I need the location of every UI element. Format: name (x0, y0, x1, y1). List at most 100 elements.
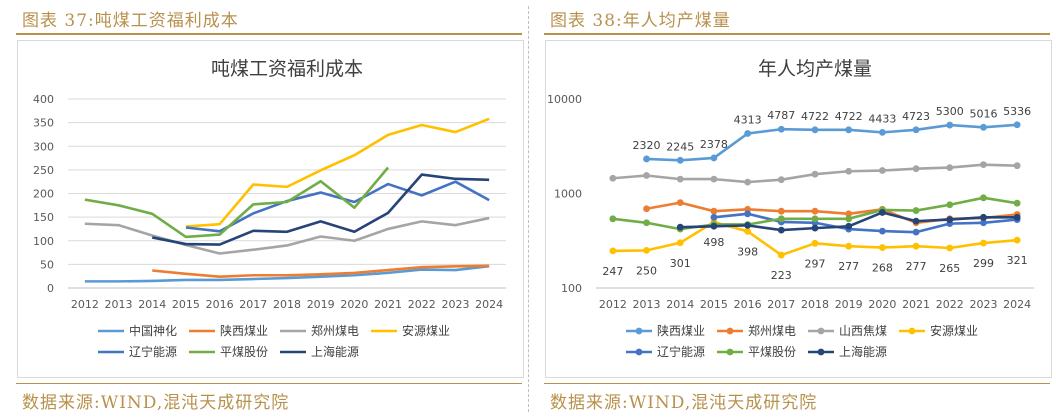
legend-label: 陕西煤业 (657, 323, 705, 338)
source-rule (16, 383, 522, 384)
data-point (912, 207, 920, 214)
legend-marker (726, 327, 734, 335)
data-point (676, 156, 684, 164)
data-point (811, 224, 819, 232)
x-tick-label: 2021 (902, 298, 930, 311)
data-point (1013, 199, 1021, 207)
x-tick-label: 2016 (206, 298, 234, 311)
data-point (643, 246, 650, 254)
wage-welfare-cost-chart: 吨煤工资福利成本 0 50 100 150 200 250 300 350 400 2012 2013… (33, 58, 506, 359)
data-point (676, 175, 684, 183)
data-point (878, 209, 886, 216)
data-label: 2378 (700, 138, 728, 151)
series-line (84, 264, 490, 283)
legend-label: 陕西煤业 (220, 323, 268, 338)
data-point (845, 222, 853, 230)
chart-title: 吨煤工资福利成本 (211, 58, 363, 80)
data-point (946, 121, 954, 129)
x-tick-label: 2023 (969, 298, 997, 311)
series-line (185, 117, 490, 228)
legend-label: 平煤股份 (748, 345, 796, 359)
data-point (676, 239, 684, 247)
data-source: 数据来源:WIND,混沌天成研究院 (550, 393, 818, 413)
data-label: 498 (703, 236, 724, 249)
legend-label: 辽宁能源 (129, 344, 177, 359)
data-point (744, 130, 752, 137)
data-point (710, 222, 718, 230)
figure-37-panel: 图表 37:吨煤工资福利成本 吨煤工资福利成本 0 50 100 150 200 250 30… (16, 11, 524, 413)
data-point (643, 155, 650, 163)
x-tick-label: 2013 (633, 298, 661, 311)
data-point (609, 247, 617, 255)
title-rule (544, 33, 1050, 35)
legend-marker (726, 348, 734, 356)
data-point (777, 176, 785, 184)
data-label: 4723 (902, 110, 930, 123)
x-tick-label: 2022 (936, 298, 964, 311)
data-point (643, 219, 650, 227)
data-point (811, 215, 819, 223)
x-tick-label: 2019 (307, 298, 335, 311)
x-tick-label: 2014 (138, 298, 166, 311)
data-point (1013, 121, 1021, 129)
data-label: 5016 (969, 107, 997, 120)
data-label: 4313 (734, 114, 762, 127)
x-tick-label: 2017 (767, 298, 795, 311)
legend-label: 安源煤业 (402, 323, 450, 338)
legend-label: 中国神化 (129, 323, 177, 338)
x-tick-label: 2016 (734, 298, 762, 311)
data-label: 4787 (767, 109, 795, 122)
x-tick-label: 2012 (599, 298, 627, 311)
data-point (845, 167, 853, 175)
data-point (980, 194, 987, 202)
data-point (609, 215, 617, 223)
data-point (777, 215, 785, 223)
data-label: 277 (906, 260, 927, 273)
y-tick-label: 0 (47, 282, 54, 295)
figure-title: 图表 38:年人均产煤量 (550, 11, 731, 31)
data-point (912, 228, 920, 236)
x-tick-label: 2018 (801, 298, 829, 311)
data-label: 5300 (936, 105, 964, 118)
x-tick-label: 2012 (71, 298, 99, 311)
data-label: 398 (737, 245, 758, 258)
x-tick-label: 2015 (172, 298, 200, 311)
data-point (710, 154, 718, 162)
data-point (845, 210, 853, 218)
series-line (151, 173, 490, 246)
data-point (811, 126, 819, 134)
chart-frame: 吨煤工资福利成本 0 50 100 150 200 250 300 350 400 2012 2013… (17, 40, 524, 378)
x-tick-label: 2023 (441, 298, 469, 311)
data-label: 265 (939, 262, 960, 275)
series-line (84, 166, 390, 239)
data-point (811, 170, 819, 178)
series-line (152, 264, 490, 278)
data-label: 301 (670, 257, 691, 270)
y-tick-label: 10000 (547, 93, 582, 106)
x-tick-label: 2022 (408, 298, 436, 311)
legend-marker (908, 327, 916, 335)
source-rule (544, 383, 1050, 384)
x-tick-label: 2020 (868, 298, 896, 311)
data-point (946, 244, 954, 252)
legend-label: 上海能源 (839, 344, 887, 359)
figure-title: 图表 37:吨煤工资福利成本 (22, 11, 239, 31)
data-point (777, 207, 785, 215)
data-point (676, 199, 684, 207)
x-tick-label: 2017 (239, 298, 267, 311)
x-tick-label: 2018 (273, 298, 301, 311)
data-point (980, 239, 987, 247)
data-point (845, 242, 853, 250)
data-point (878, 244, 886, 251)
legend-label: 安源煤业 (930, 323, 978, 338)
series-line (185, 180, 490, 233)
data-point (946, 201, 954, 209)
y-tick-label: 1000 (554, 188, 582, 201)
title-rule (16, 33, 522, 35)
y-tick-label: 150 (33, 211, 54, 224)
data-point (777, 226, 785, 234)
data-label: 277 (838, 260, 859, 273)
data-point (777, 251, 785, 259)
coal-output-per-capita-chart: 年人均产煤量 100 1000 10000 2012 2013 2014 2015 2016 20… (547, 58, 1034, 359)
data-label: 4722 (801, 110, 829, 123)
